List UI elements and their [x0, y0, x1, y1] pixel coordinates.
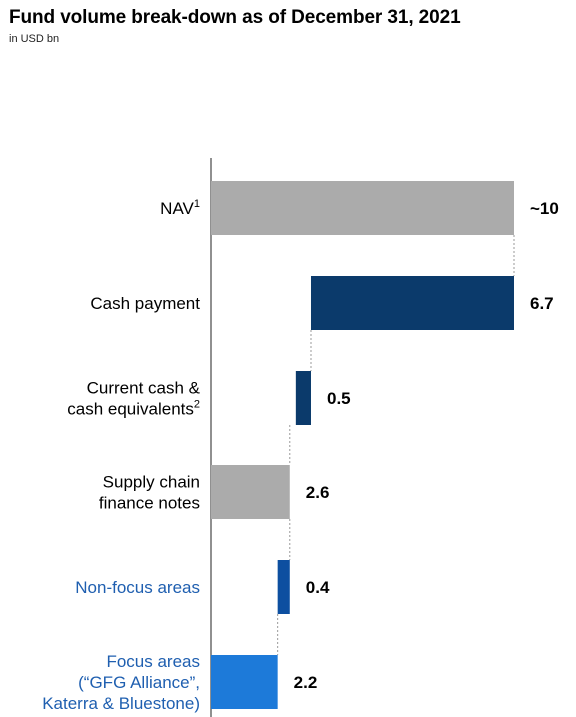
category-label-5-line-1: (“GFG Alliance”,	[78, 673, 200, 692]
category-label-5-line-2: Katerra & Bluestone)	[42, 694, 200, 713]
value-label-5: 2.2	[294, 673, 318, 692]
value-label-0: ~10	[530, 199, 559, 218]
bar-0	[211, 181, 514, 235]
value-label-1: 6.7	[530, 294, 554, 313]
category-label-2-line-1: cash equivalents2	[67, 399, 200, 419]
chart-subtitle: in USD bn	[9, 33, 60, 45]
category-label-3-line-1: finance notes	[99, 494, 200, 513]
value-label-3: 2.6	[306, 483, 330, 502]
category-label-5-line-0: Focus areas	[106, 652, 200, 671]
bar-3	[211, 465, 290, 519]
category-label-0-line-0: NAV1	[160, 198, 200, 218]
category-label-3-line-0: Supply chain	[103, 473, 200, 492]
value-label-2: 0.5	[327, 389, 351, 408]
bar-4	[277, 560, 290, 614]
category-label-2-line-0: Current cash &	[87, 379, 201, 398]
footnote-marker: 2	[194, 399, 200, 411]
footnote-marker: 1	[194, 198, 200, 210]
category-label-1-line-0: Cash payment	[90, 294, 200, 313]
bar-2	[295, 371, 311, 425]
value-label-4: 0.4	[306, 578, 330, 597]
chart-title: Fund volume break-down as of December 31…	[9, 7, 461, 28]
bar-1	[310, 276, 514, 330]
category-label-4-line-0: Non-focus areas	[75, 578, 200, 597]
bar-5	[211, 655, 278, 709]
